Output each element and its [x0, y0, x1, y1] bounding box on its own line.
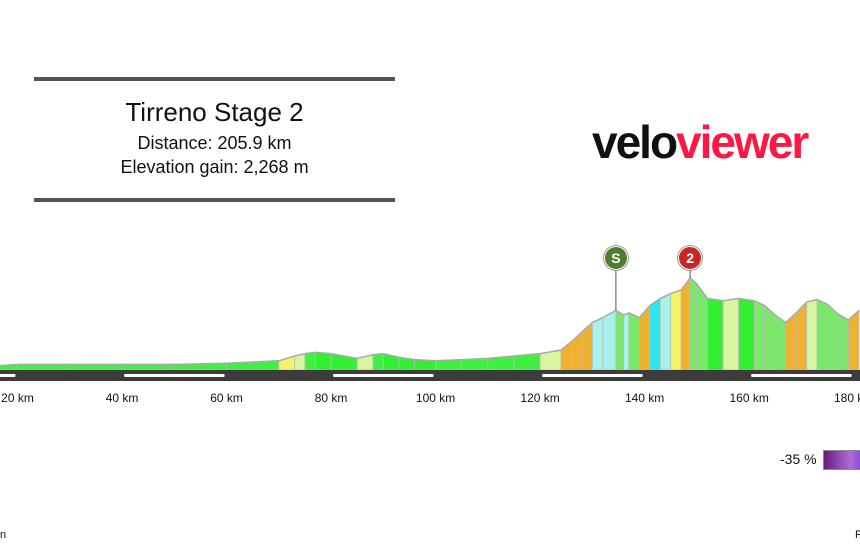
veloviewer-logo: veloviewer [592, 112, 809, 172]
x-axis-tick-label: 100 km [415, 391, 456, 405]
x-axis-tick-label: 140 km [624, 391, 665, 405]
kom-category-2-marker: 2 [678, 246, 703, 270]
distance-text: Distance: 205.9 km [137, 133, 292, 153]
x-axis-tick-label: 160 km [729, 391, 769, 405]
divider [34, 77, 395, 81]
gradient-legend-min-label: -35 % [780, 451, 817, 467]
stage-title: Tirreno Stage 2 [125, 97, 304, 127]
gradient-legend-bar [823, 450, 860, 470]
profile-outline [0, 276, 860, 367]
x-axis-tick-label: 80 km [314, 391, 348, 405]
logo-part-viewer: viewer [676, 116, 809, 168]
footer-right-text: F [855, 529, 860, 541]
distance-bar-stripes [0, 374, 852, 377]
elevation-gain-text: Elevation gain: 2,268 m [120, 157, 309, 177]
stage-info-box: Tirreno Stage 2 Distance: 205.9 km Eleva… [34, 77, 395, 203]
divider [34, 198, 395, 202]
sprint-marker: S [603, 246, 628, 270]
marker-lines [615, 270, 691, 311]
x-axis-tick-label: 40 km [105, 391, 139, 405]
x-axis-tick-label: 60 km [210, 391, 243, 405]
x-axis-tick-label: 20 km [1, 391, 34, 405]
profile-segments [0, 276, 860, 371]
logo-part-velo: velo [592, 116, 678, 168]
x-axis-tick-label: 120 km [520, 391, 560, 405]
x-axis-tick-label: 180 km [833, 391, 860, 405]
footer-left-text: n [0, 529, 7, 541]
